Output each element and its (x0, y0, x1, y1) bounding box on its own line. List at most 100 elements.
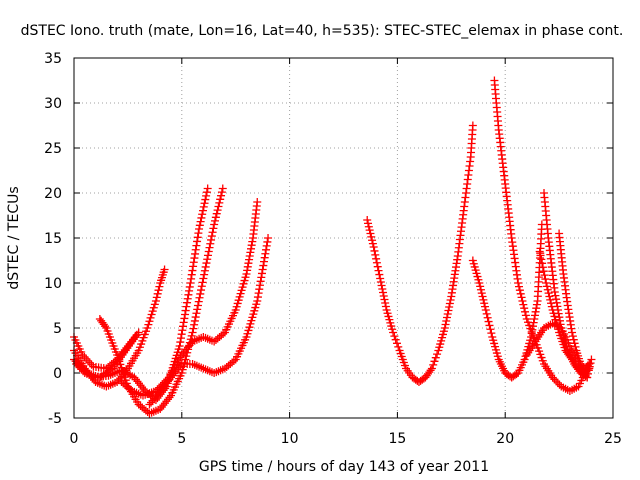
data-point (175, 342, 184, 350)
data-point (543, 285, 552, 294)
data-point (85, 358, 94, 367)
data-point (217, 191, 226, 200)
x-tick-label: 0 (70, 431, 79, 447)
data-point (147, 310, 156, 319)
data-point (257, 269, 266, 278)
data-point (521, 307, 530, 316)
data-point (187, 270, 196, 279)
data-point (547, 302, 556, 311)
data-point (200, 270, 209, 279)
data-point (210, 220, 219, 229)
data-point (148, 307, 157, 316)
data-point (183, 298, 192, 307)
data-series (70, 76, 596, 418)
data-point (515, 286, 524, 295)
data-point (430, 357, 439, 366)
data-point (538, 259, 547, 268)
series-pass-h (363, 121, 477, 386)
series-pass-j (490, 76, 592, 395)
series-pass-g (70, 328, 143, 382)
data-point (368, 236, 377, 245)
data-point (394, 342, 403, 351)
data-point (585, 360, 594, 368)
data-point (374, 266, 383, 275)
y-tick-label: 0 (53, 366, 62, 382)
data-point (255, 285, 264, 294)
data-point (204, 247, 213, 256)
y-tick-label: 15 (44, 231, 62, 247)
data-point (371, 250, 380, 259)
data-point (218, 184, 227, 193)
y-axis-label: dSTEC / TECUs (6, 186, 22, 289)
data-point (184, 290, 193, 299)
data-point (365, 226, 374, 235)
data-point (189, 262, 198, 271)
data-point (379, 292, 388, 300)
data-point (443, 310, 452, 318)
data-point (256, 277, 265, 286)
data-point (229, 357, 238, 365)
y-tick-label: 5 (53, 321, 62, 337)
data-point (377, 281, 386, 290)
data-point (253, 297, 262, 305)
data-point (84, 356, 93, 365)
data-point (196, 289, 205, 298)
data-point (364, 219, 373, 228)
data-point (189, 258, 198, 267)
data-point (262, 245, 271, 254)
data-point (202, 188, 211, 197)
data-point (569, 335, 578, 344)
data-point (195, 221, 204, 230)
data-point (189, 324, 198, 333)
data-point (181, 306, 190, 315)
data-point (211, 213, 220, 222)
data-point (485, 321, 494, 330)
data-point (376, 278, 385, 286)
data-point (213, 206, 222, 215)
data-point (144, 320, 153, 329)
data-point (258, 265, 267, 274)
data-point (149, 303, 158, 312)
data-point (445, 303, 454, 311)
data-point (211, 216, 220, 225)
data-point (480, 302, 489, 311)
data-point (182, 302, 191, 311)
data-point (544, 289, 553, 298)
data-point (177, 369, 186, 377)
data-point (259, 261, 268, 270)
data-point (212, 209, 221, 218)
data-point (219, 330, 228, 338)
data-point (143, 324, 152, 332)
data-point (207, 232, 216, 241)
data-point (82, 354, 91, 363)
y-tick-label: 30 (44, 96, 62, 112)
data-point (101, 322, 110, 331)
data-point (183, 294, 192, 303)
axis-ticks: 0 5 10 15 20 25 -5 0 5 10 15 20 25 30 35 (44, 51, 622, 447)
data-point (217, 188, 226, 197)
data-point (547, 299, 556, 308)
data-point (202, 259, 211, 268)
data-point (207, 235, 216, 244)
y-tick-label: -5 (48, 411, 62, 427)
data-point (199, 274, 208, 283)
data-point (185, 286, 194, 295)
data-point (583, 361, 592, 370)
data-point (366, 229, 375, 238)
data-point (203, 255, 212, 264)
data-point (481, 306, 490, 314)
data-point (442, 317, 451, 325)
data-point (518, 297, 527, 305)
data-point (201, 262, 210, 271)
data-point (380, 295, 389, 304)
data-point (468, 121, 477, 130)
data-point (478, 292, 487, 301)
data-point (192, 309, 201, 318)
data-point (180, 314, 189, 323)
data-point (195, 293, 204, 302)
data-point (196, 217, 205, 226)
data-point (445, 299, 454, 308)
data-point (542, 279, 551, 287)
data-point (191, 313, 200, 322)
